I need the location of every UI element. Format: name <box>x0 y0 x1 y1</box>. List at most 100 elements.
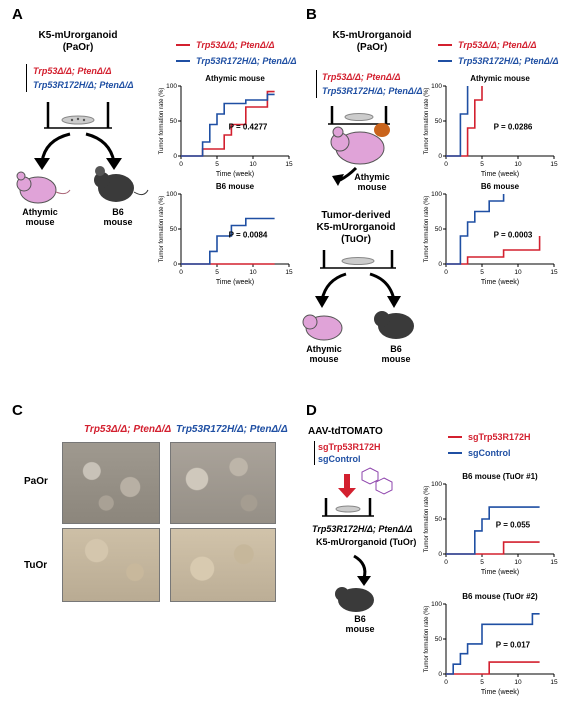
x-tick-label: 0 <box>179 269 183 276</box>
x-tick-label: 10 <box>514 269 522 276</box>
arrow-left-icon <box>40 132 71 163</box>
transwell-dish <box>322 498 374 517</box>
panel-b-geno-red: Trp53Δ/Δ; PtenΔ/Δ <box>322 72 401 82</box>
panel-a-schematic <box>16 102 149 204</box>
x-tick-label: 15 <box>550 679 558 686</box>
chart-title: B6 mouse <box>216 182 255 191</box>
series-line-blue <box>181 217 275 265</box>
panel-b-mouse-mid-line2: mouse <box>357 182 387 192</box>
p-value-annotation: P = 0.0084 <box>229 230 268 239</box>
x-axis-label: Time (week) <box>481 689 519 696</box>
panel-b-mouse-mid-line1: Athymic <box>354 172 390 182</box>
transwell-dish <box>328 106 390 125</box>
y-tick-label: 100 <box>166 83 177 90</box>
panel-d-schematic <box>322 467 393 517</box>
legend-blue-label: Trp53R172H/Δ; PtenΔ/Δ <box>458 56 559 66</box>
x-tick-label: 10 <box>249 161 257 168</box>
panel-b-mouse-right-line1: B6 <box>390 344 402 354</box>
panel-b-bracket <box>316 70 320 98</box>
legend-red-swatch <box>176 44 190 46</box>
y-tick-label: 0 <box>438 153 442 160</box>
x-tick-label: 10 <box>514 161 522 168</box>
micrograph-tuor-null <box>62 528 160 602</box>
panel-a-mouse-left: Athymic mouse <box>16 207 64 227</box>
series-line-red <box>446 541 540 555</box>
p-value-annotation: P = 0.055 <box>496 520 531 529</box>
y-tick-label: 0 <box>438 261 442 268</box>
panel-a-mouse-left-line1: Athymic <box>22 207 58 217</box>
legend-red-swatch <box>438 44 452 46</box>
legend-red-entry: Trp53Δ/Δ; PtenΔ/Δ <box>438 40 559 50</box>
y-axis-label: Tumor formation rate (%) <box>424 606 430 673</box>
x-tick-label: 5 <box>480 559 484 566</box>
series-line-red <box>446 661 540 675</box>
x-tick-label: 10 <box>514 559 522 566</box>
legend-blue-label: sgControl <box>468 448 511 458</box>
x-tick-label: 15 <box>550 559 558 566</box>
panel-b-mouse-mid: Athymic mouse <box>342 172 402 192</box>
legend-red-label: Trp53Δ/Δ; PtenΔ/Δ <box>196 40 275 50</box>
panel-a-mouse-right-line2: mouse <box>103 217 133 227</box>
arrow-down-icon <box>353 554 367 579</box>
panel-b-tuor-line1: Tumor-derived <box>321 210 391 221</box>
arrow-right-icon <box>85 132 116 163</box>
micrograph-paor-null <box>62 442 160 524</box>
panel-c-col-red: Trp53Δ/Δ; PtenΔ/Δ <box>84 424 172 435</box>
panel-d-organoid: K5-mUrorganoid (TuOr) <box>316 537 417 547</box>
panel-b-mice <box>302 311 414 341</box>
panel-a-legend: Trp53Δ/Δ; PtenΔ/Δ Trp53R172H/Δ; PtenΔ/Δ <box>176 40 297 66</box>
panel-b-tuor-line3: (TuOr) <box>341 234 371 245</box>
x-tick-label: 10 <box>249 269 257 276</box>
panel-a-mouse-right-line1: B6 <box>112 207 124 217</box>
x-tick-label: 0 <box>444 269 448 276</box>
x-tick-label: 5 <box>215 161 219 168</box>
y-axis-label: Tumor formation rate (%) <box>159 88 165 155</box>
y-tick-label: 100 <box>431 601 442 608</box>
panel-a-geno-red: Trp53Δ/Δ; PtenΔ/Δ <box>33 66 112 76</box>
series-line-blue <box>446 612 540 675</box>
legend-red-swatch <box>448 436 462 438</box>
legend-blue-swatch <box>438 60 452 62</box>
legend-red-entry: sgTrp53R172H <box>448 432 531 442</box>
panel-c-row-paor: PaOr <box>24 476 48 487</box>
panel-a-mouse-left-line2: mouse <box>25 217 55 227</box>
panel-b-tuor-line2: K5-mUrorganoid <box>316 222 396 233</box>
panel-b-tuor-title: Tumor-derived K5-mUrorganoid (TuOr) <box>304 210 408 246</box>
x-tick-label: 10 <box>514 679 522 686</box>
x-tick-label: 15 <box>285 269 293 276</box>
legend-red-entry: Trp53Δ/Δ; PtenΔ/Δ <box>176 40 297 50</box>
chart-b-b6: B6 mouse 0 5 10 15 0 50 100 Time (week) Tumor for… <box>424 182 558 286</box>
y-tick-label: 100 <box>431 83 442 90</box>
panel-a-title: K5-mUrorganoid (PaOr) <box>18 30 138 54</box>
legend-blue-label: Trp53R172H/Δ; PtenΔ/Δ <box>196 56 297 66</box>
x-tick-label: 0 <box>179 161 183 168</box>
panel-b-mouse-right: B6 mouse <box>372 344 420 364</box>
panel-c-row-tuor: TuOr <box>24 560 48 571</box>
panel-b-schematic <box>315 106 401 308</box>
panel-a-title-line1: K5-mUrorganoid <box>38 30 118 41</box>
legend-red-label: sgTrp53R172H <box>468 432 531 442</box>
y-tick-label: 100 <box>431 191 442 198</box>
series-line-blue <box>446 506 540 555</box>
panel-b-title: K5-mUrorganoid (PaOr) <box>312 30 432 54</box>
chart-title: B6 mouse (TuOr #1) <box>462 472 538 481</box>
transwell-dish <box>44 102 112 129</box>
y-tick-label: 100 <box>166 191 177 198</box>
x-tick-label: 15 <box>550 269 558 276</box>
panel-b-mouse-right-line2: mouse <box>381 354 411 364</box>
panel-d-sg-red: sgTrp53R172H <box>318 442 381 452</box>
x-axis-label: Time (week) <box>216 279 254 286</box>
virus-particles-icon <box>361 467 393 495</box>
panel-b-label: B <box>306 6 317 23</box>
y-tick-label: 0 <box>173 261 177 268</box>
transwell-dish-tuor <box>320 250 396 269</box>
b6-mouse-icon <box>335 587 374 612</box>
panel-d-geno: Trp53R172H/Δ; PtenΔ/Δ <box>312 524 413 534</box>
panel-c-col-blue: Trp53R172H/Δ; PtenΔ/Δ <box>176 424 288 435</box>
x-tick-label: 0 <box>444 161 448 168</box>
y-tick-label: 50 <box>170 118 178 125</box>
y-axis-label: Tumor formation rate (%) <box>159 196 165 263</box>
panel-a-label: A <box>12 6 23 23</box>
panel-b-mouse-left-line2: mouse <box>309 354 339 364</box>
chart-title: B6 mouse <box>481 182 520 191</box>
